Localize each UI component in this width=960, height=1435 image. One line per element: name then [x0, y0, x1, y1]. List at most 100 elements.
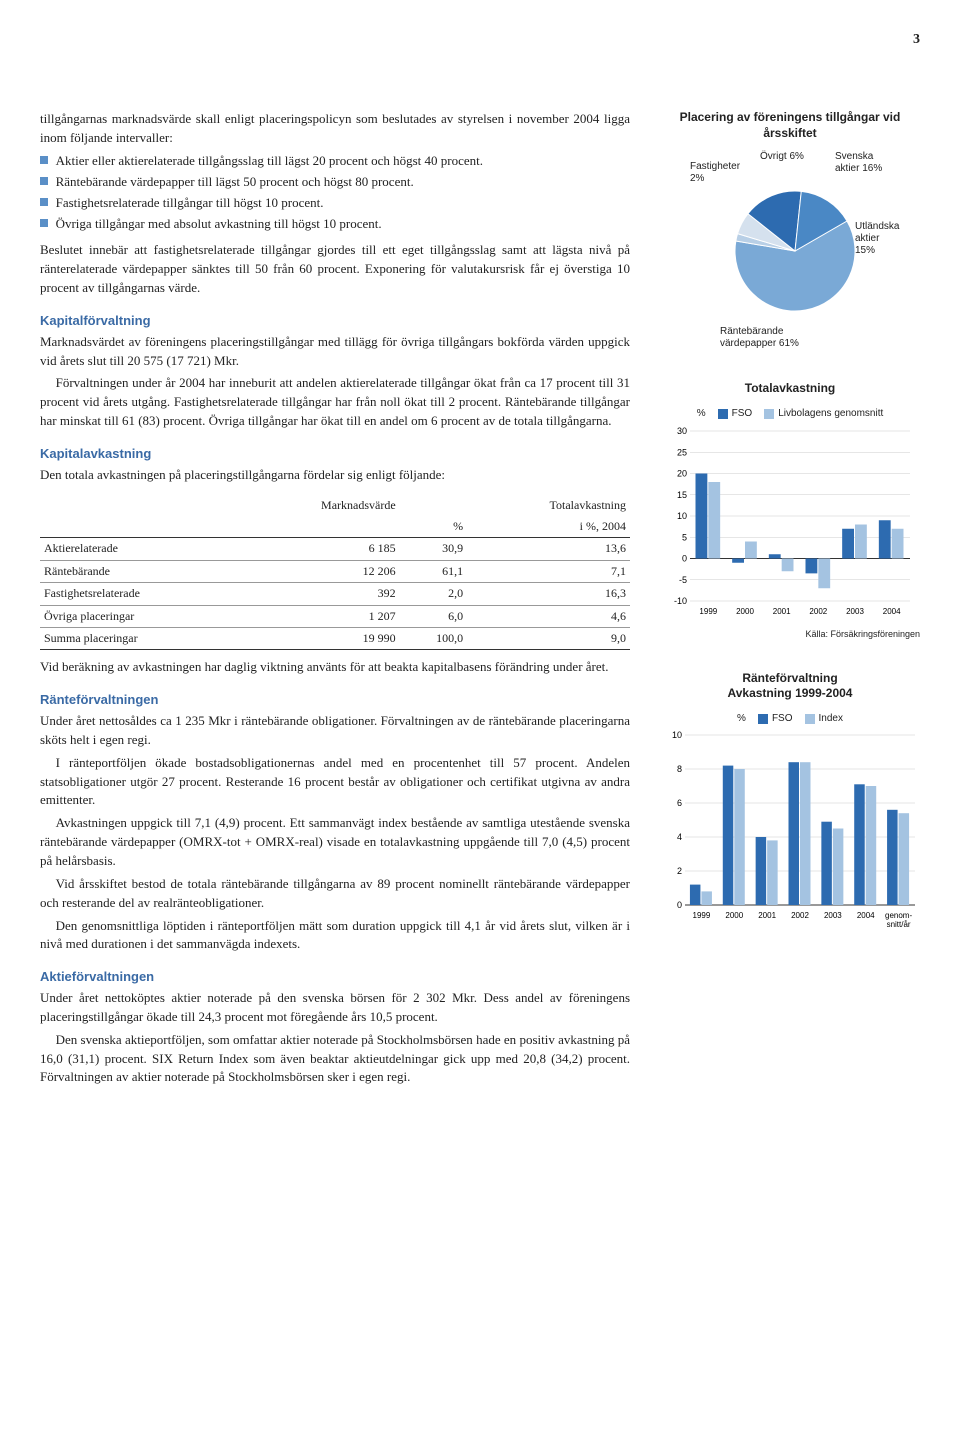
svg-text:30: 30 — [677, 426, 687, 436]
page-number: 3 — [40, 30, 920, 50]
body-paragraph: Marknadsvärdet av föreningens placerings… — [40, 333, 630, 371]
legend-item: Livbolagens genomsnitt — [764, 407, 883, 422]
table-cell: 9,0 — [467, 627, 630, 649]
table-row: Räntebärande12 20661,17,1 — [40, 560, 630, 582]
svg-text:10: 10 — [672, 730, 682, 740]
table-header — [240, 516, 399, 538]
bullet-icon — [40, 198, 48, 206]
table-cell: Övriga placeringar — [40, 605, 240, 627]
svg-text:2002: 2002 — [791, 911, 809, 920]
bullet-text: Aktier eller aktierelaterade tillgångssl… — [56, 153, 483, 168]
svg-text:2000: 2000 — [736, 607, 754, 616]
pie-chart: Fastigheter2% Övrigt 6% Svenskaaktier 16… — [680, 151, 900, 351]
section-heading-kapitalavkastning: Kapitalavkastning — [40, 445, 630, 464]
table-cell: 19 990 — [240, 627, 399, 649]
table-cell: Summa placeringar — [40, 627, 240, 649]
table-header: % — [400, 516, 467, 538]
table-cell: Fastighetsrelaterade — [40, 583, 240, 605]
legend-label: FSO — [772, 712, 793, 727]
body-paragraph: Under året nettosåldes ca 1 235 Mkr i rä… — [40, 712, 630, 750]
table-cell: 100,0 — [400, 627, 467, 649]
body-paragraph: Vid årsskiftet bestod de totala räntebär… — [40, 875, 630, 913]
table-header — [400, 495, 467, 516]
svg-text:1999: 1999 — [699, 607, 717, 616]
body-paragraph: Den svenska aktieportföljen, som omfatta… — [40, 1031, 630, 1088]
bullet-icon — [40, 219, 48, 227]
body-paragraph: Avkastningen uppgick till 7,1 (4,9) proc… — [40, 814, 630, 871]
bullet-icon — [40, 177, 48, 185]
table-row: Aktierelaterade6 18530,913,6 — [40, 538, 630, 560]
y-axis-label: % — [697, 407, 706, 422]
sidebar-column: Placering av föreningens tillgångar vid … — [660, 110, 920, 1091]
svg-text:4: 4 — [677, 832, 682, 842]
allocation-table: Marknadsvärde Totalavkastning % i %, 200… — [40, 495, 630, 651]
table-row: Övriga placeringar1 2076,04,6 — [40, 605, 630, 627]
body-paragraph: I ränteportföljen ökade bostadsobligatio… — [40, 754, 630, 811]
table-header: Marknadsvärde — [240, 495, 399, 516]
section-heading-kapitalforvaltning: Kapitalförvaltning — [40, 312, 630, 331]
table-cell: 2,0 — [400, 583, 467, 605]
svg-text:2003: 2003 — [846, 607, 864, 616]
svg-text:10: 10 — [677, 511, 687, 521]
svg-text:20: 20 — [677, 468, 687, 478]
table-header-row: Marknadsvärde Totalavkastning — [40, 495, 630, 516]
svg-text:2003: 2003 — [824, 911, 842, 920]
table-cell: 30,9 — [400, 538, 467, 560]
chart-source: Källa: Försäkringsföreningen — [660, 628, 920, 641]
pie-label: Övrigt 6% — [760, 151, 804, 163]
table-cell: 13,6 — [467, 538, 630, 560]
pie-label: Utländskaaktier15% — [855, 221, 899, 257]
bar-chart-title: Totalavkastning — [660, 381, 920, 397]
pie-label: Svenskaaktier 16% — [835, 151, 882, 175]
bullet-text: Övriga tillgångar med absolut avkastning… — [56, 216, 382, 231]
legend-item: FSO — [758, 712, 793, 727]
table-cell: 4,6 — [467, 605, 630, 627]
bullet-text: Räntebärande värdepapper till lägst 50 p… — [56, 174, 414, 189]
bullet-icon — [40, 156, 48, 164]
policy-bullets: Aktier eller aktierelaterade tillgångssl… — [40, 152, 630, 233]
table-row: Summa placeringar19 990100,09,0 — [40, 627, 630, 649]
table-header — [40, 516, 240, 538]
svg-text:2002: 2002 — [809, 607, 827, 616]
pie-chart-title: Placering av föreningens tillgångar vid … — [660, 110, 920, 141]
table-cell: Aktierelaterade — [40, 538, 240, 560]
bar-chart2-title: RänteförvaltningAvkastning 1999-2004 — [660, 671, 920, 702]
table-header — [40, 495, 240, 516]
table-header: i %, 2004 — [467, 516, 630, 538]
body-paragraph: Den genomsnittliga löptiden i ränteportf… — [40, 917, 630, 955]
svg-text:2001: 2001 — [773, 607, 791, 616]
bar-chart-box: Totalavkastning % FSO Livbolagens genoms… — [660, 381, 920, 640]
svg-text:25: 25 — [677, 447, 687, 457]
legend-item: FSO — [718, 407, 753, 422]
pie-label: Fastigheter2% — [690, 161, 740, 185]
section-heading-ranteforvaltningen: Ränteförvaltningen — [40, 691, 630, 710]
body-paragraph: Förvaltningen under år 2004 har inneburi… — [40, 374, 630, 431]
svg-text:2000: 2000 — [725, 911, 743, 920]
y-axis-label: % — [737, 712, 746, 727]
svg-text:-10: -10 — [674, 596, 687, 606]
bullet-text: Fastighetsrelaterade tillgångar till hög… — [56, 195, 324, 210]
bar-chart2-legend: % FSO Index — [660, 712, 920, 727]
after-bullets-paragraph: Beslutet innebär att fastighetsrelaterad… — [40, 241, 630, 298]
table-cell: 6 185 — [240, 538, 399, 560]
table-cell: 12 206 — [240, 560, 399, 582]
table-cell: 6,0 — [400, 605, 467, 627]
svg-text:2004: 2004 — [857, 911, 875, 920]
svg-text:1999: 1999 — [693, 911, 711, 920]
svg-text:genom-snitt/år: genom-snitt/år — [885, 911, 912, 929]
svg-text:8: 8 — [677, 764, 682, 774]
table-header: Totalavkastning — [467, 495, 630, 516]
table-header-row: % i %, 2004 — [40, 516, 630, 538]
legend-label: Index — [819, 712, 843, 727]
table-cell: 392 — [240, 583, 399, 605]
svg-text:2001: 2001 — [758, 911, 776, 920]
bar-chart2-box: RänteförvaltningAvkastning 1999-2004 % F… — [660, 671, 920, 931]
body-paragraph: Vid beräkning av avkastningen har daglig… — [40, 658, 630, 677]
body-paragraph: Under året nettoköptes aktier noterade p… — [40, 989, 630, 1027]
legend-label: Livbolagens genomsnitt — [778, 407, 883, 422]
svg-text:15: 15 — [677, 489, 687, 499]
body-paragraph: Den totala avkastningen på placeringstil… — [40, 466, 630, 485]
intro-paragraph: tillgångarnas marknadsvärde skall enligt… — [40, 110, 630, 148]
section-heading-aktieforvaltningen: Aktieförvaltningen — [40, 968, 630, 987]
svg-text:0: 0 — [677, 900, 682, 910]
